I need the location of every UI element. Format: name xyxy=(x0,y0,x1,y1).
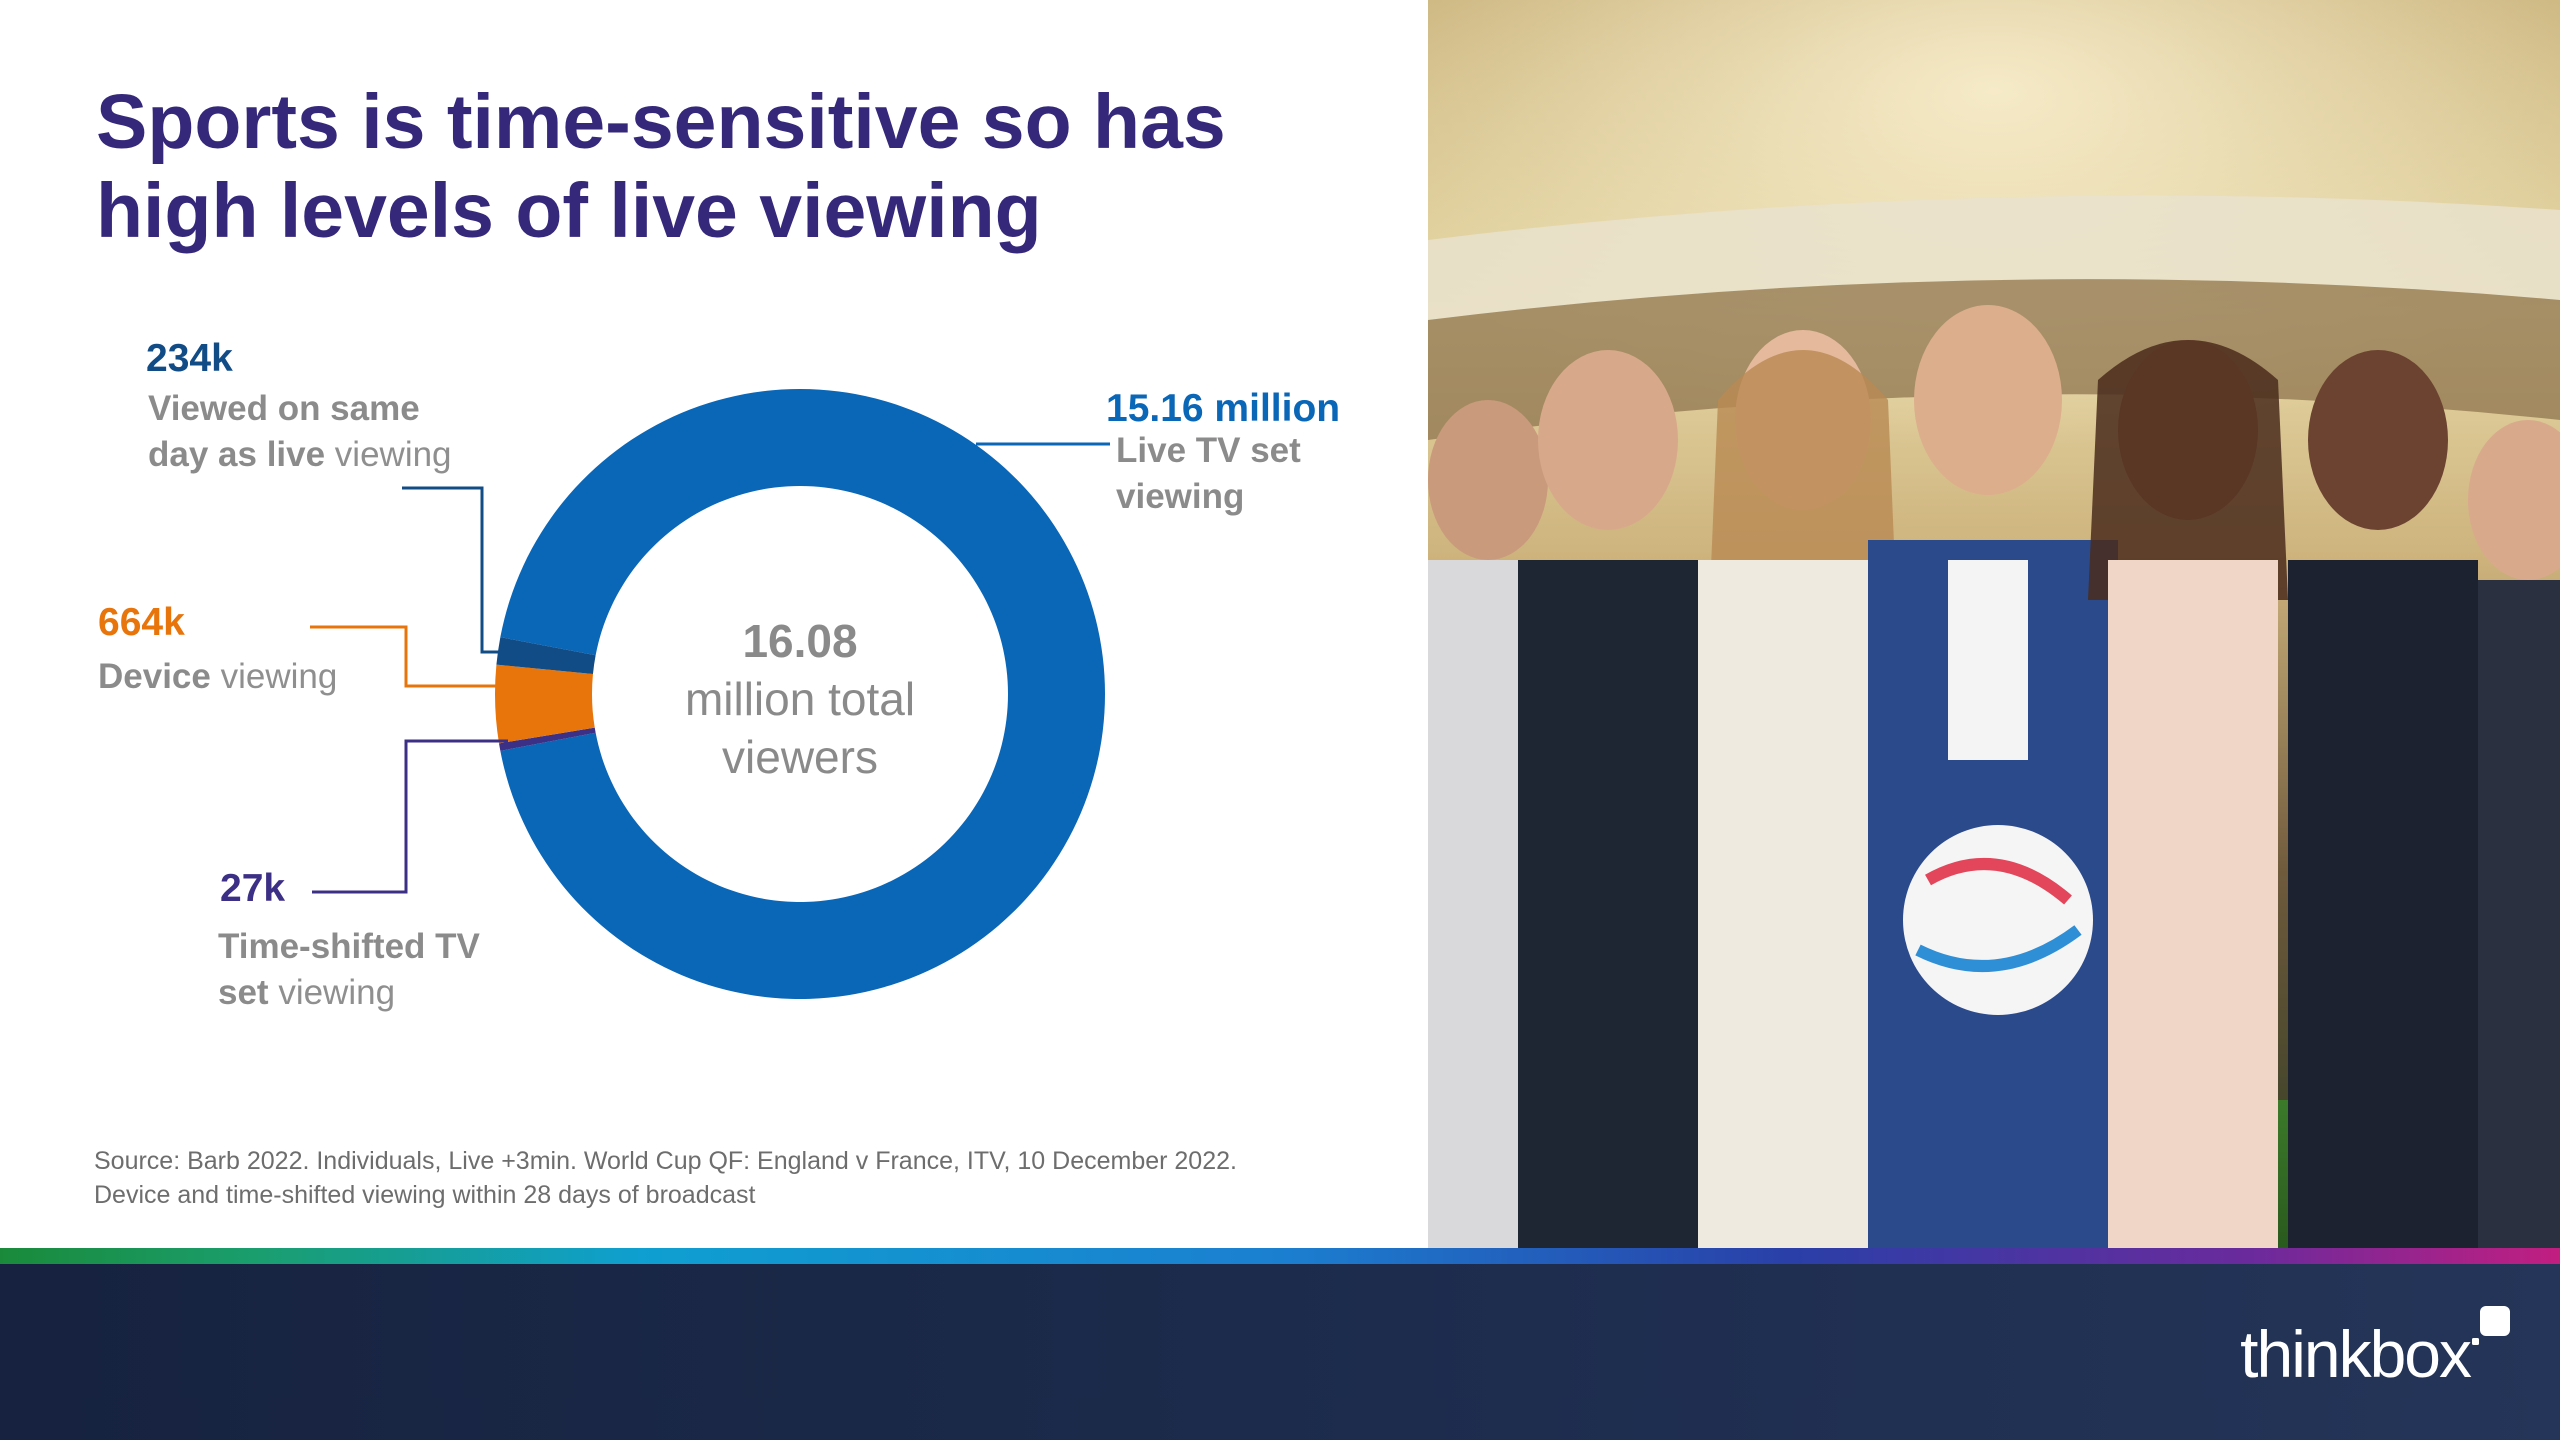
donut-segment-sameday xyxy=(496,637,596,674)
source-line-2: Device and time-shifted viewing within 2… xyxy=(94,1181,756,1209)
device-desc-label: Device viewing xyxy=(98,654,438,700)
sameday-value-label: 234k xyxy=(146,337,233,380)
device-desc-bold: Device xyxy=(98,657,211,696)
timeshift-desc-label: Time-shifted TV set viewing xyxy=(218,924,508,1016)
device-value-label: 664k xyxy=(98,601,185,644)
presenter-figures xyxy=(1428,305,2560,1248)
title-line-2: high levels of live viewing xyxy=(96,168,1042,254)
chart-panel: Sports is time-sensitive so has high lev… xyxy=(0,0,1428,1248)
leader-line-device xyxy=(310,625,502,688)
timeshift-value-label: 27k xyxy=(220,867,286,910)
donut-segment-timeshift xyxy=(499,727,596,751)
sameday-desc-label: Viewed on same day as live viewing xyxy=(148,386,488,478)
brand-gradient-strip xyxy=(0,1248,2560,1264)
leader-line-timeshift xyxy=(312,739,508,894)
source-line-1: Source: Barb 2022. Individuals, Live +3m… xyxy=(94,1147,1237,1175)
timeshift-desc-normal: viewing xyxy=(268,973,396,1012)
title-line-1: Sports is time-sensitive so has xyxy=(96,79,1226,165)
live-desc-bold: Live TV set viewing xyxy=(1116,431,1301,516)
center-total-value: 16.08 xyxy=(742,615,858,667)
live-desc-label: Live TV set viewing xyxy=(1116,428,1376,520)
stadium-presenters-image xyxy=(1428,0,2560,1248)
donut-segment-live xyxy=(500,389,1106,999)
donut-chart xyxy=(310,389,1110,999)
donut-center-label: 16.08 million total viewers xyxy=(600,612,1000,786)
source-note: Source: Barb 2022. Individuals, Live +3m… xyxy=(94,1144,1394,1212)
device-desc-normal: viewing xyxy=(210,657,338,696)
sameday-desc-bold: Viewed on same day as live xyxy=(148,389,420,474)
footer-bar xyxy=(0,1264,2560,1440)
thinkbox-logo: thinkbox xyxy=(2240,1317,2472,1391)
leader-line-sameday xyxy=(402,486,510,654)
center-total-line3: viewers xyxy=(722,731,878,783)
live-value-label: 15.16 million xyxy=(1106,387,1341,430)
slide-title: Sports is time-sensitive so has high lev… xyxy=(96,78,1396,256)
presenters-photo xyxy=(1428,0,2560,1248)
sameday-desc-normal: viewing xyxy=(325,435,452,474)
timeshift-desc-bold: Time-shifted TV set xyxy=(218,927,480,1012)
center-total-line2: million total xyxy=(684,673,916,725)
donut-segment-device xyxy=(494,664,595,744)
thinkbox-logo-mark-icon xyxy=(2472,1306,2510,1345)
